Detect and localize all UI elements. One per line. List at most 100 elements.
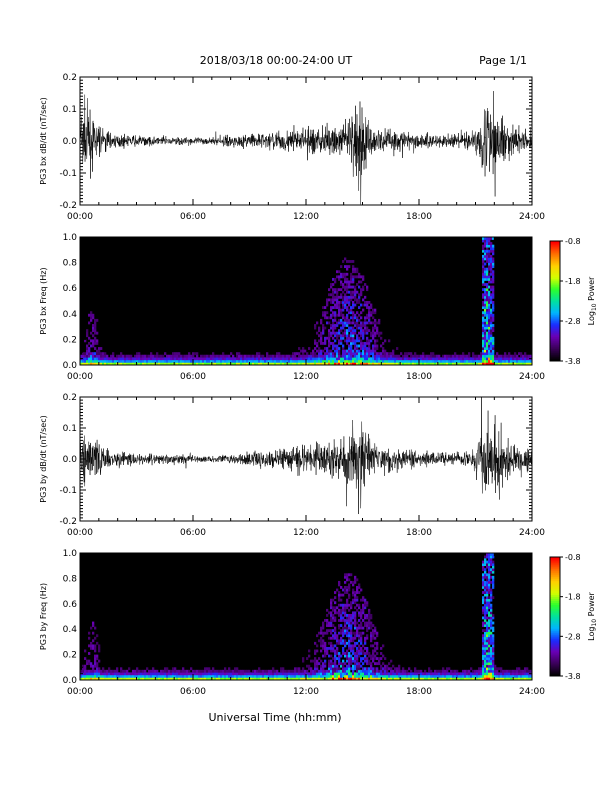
spectrogram-cell (142, 354, 145, 358)
spectrogram-cell (116, 672, 119, 676)
spectrogram-cell (108, 357, 111, 361)
spectrogram-cell (184, 357, 187, 361)
spectrogram-cell (514, 362, 517, 366)
spectrogram-cell (362, 357, 365, 361)
spectrogram-cell (496, 354, 499, 358)
spectrogram-cell (230, 357, 233, 361)
spectrogram-cell (286, 669, 289, 673)
spectrogram-cell (530, 354, 533, 358)
spectrogram-cell (370, 636, 373, 640)
spectrogram-cell (358, 362, 361, 366)
spectrogram-cell (144, 677, 147, 681)
spectrogram-cell (178, 669, 181, 673)
spectrogram-cell (520, 359, 523, 363)
spectrogram-cell (144, 357, 147, 361)
spectrogram-cell (364, 646, 367, 650)
spectrogram-cell (342, 344, 345, 348)
colorbar-swatch (550, 327, 560, 330)
spectrogram-cell (484, 667, 487, 671)
spectrogram-cell (342, 652, 345, 655)
spectrogram-cell (352, 326, 355, 330)
spectrogram-cell (454, 354, 457, 358)
spectrogram-cell (322, 313, 325, 317)
spectrogram-cell (368, 301, 371, 304)
colorbar-swatch (550, 265, 560, 268)
spectrogram-cell (80, 677, 83, 681)
spectrogram-cell (492, 560, 495, 564)
spectrogram-cell (356, 324, 359, 327)
spectrogram-cell (236, 357, 239, 361)
spectrogram-cell (290, 354, 293, 358)
spectrogram-cell (334, 677, 337, 681)
spectrogram-cell (346, 265, 349, 269)
spectrogram-cell (354, 659, 357, 663)
spectrogram-cell (96, 669, 99, 673)
spectrogram-cell (212, 354, 215, 358)
spectrogram-cell (488, 326, 491, 330)
spectrogram-cell (488, 634, 491, 638)
spectrogram-cell (328, 672, 331, 676)
spectrogram-cell (368, 654, 371, 658)
spectrogram-cell (348, 586, 351, 589)
spectrogram-cell (486, 639, 489, 643)
spectrogram-cell (492, 303, 495, 307)
spectrogram-cell (314, 649, 317, 653)
spectrogram-cell (378, 669, 381, 673)
x-tick-label: 06:00 (180, 372, 206, 382)
spectrogram-cell (320, 664, 323, 668)
spectrogram-cell (432, 674, 435, 678)
spectrogram-cell (264, 357, 267, 361)
spectrogram-cell (484, 341, 487, 345)
spectrogram-cell (486, 324, 489, 327)
spectrogram-cell (486, 359, 489, 363)
spectrogram-cell (98, 349, 101, 353)
spectrogram-cell (352, 285, 355, 289)
spectrogram-cell (314, 641, 317, 645)
spectrogram-cell (94, 646, 97, 650)
spectrogram-cell (348, 624, 351, 627)
spectrogram-cell (310, 352, 313, 356)
spectrogram-cell (272, 359, 275, 363)
spectrogram-cell (370, 662, 373, 666)
spectrogram-cell (352, 652, 355, 655)
spectrogram-cell (490, 593, 493, 597)
spectrogram-cell (362, 598, 365, 602)
spectrogram-cell (490, 285, 493, 289)
spectrogram-cell (348, 641, 351, 645)
spectrogram-cell (444, 359, 447, 363)
spectrogram-cell (80, 359, 83, 363)
spectrogram-cell (338, 318, 341, 322)
spectrogram-cell (510, 357, 513, 361)
spectrogram-cell (304, 362, 307, 366)
x-tick-label: 24:00 (519, 528, 545, 538)
spectrogram-cell (302, 359, 305, 363)
spectrogram-cell (484, 339, 487, 343)
waveform-trace (80, 91, 532, 205)
spectrogram-cell (348, 344, 351, 348)
spectrogram-cell (378, 672, 381, 676)
spectrogram-cell (522, 669, 525, 673)
spectrogram-cell (354, 349, 357, 353)
spectrogram-cell (334, 349, 337, 353)
spectrogram-cell (280, 354, 283, 358)
colorbar-swatch (550, 580, 560, 584)
spectrogram-cell (96, 641, 99, 645)
spectrogram-cell (234, 674, 237, 678)
spectrogram-cell (482, 329, 485, 333)
spectrogram-cell (300, 669, 303, 673)
spectrogram-cell (464, 354, 467, 358)
spectrogram-cell (490, 254, 493, 258)
spectrogram-cell (454, 672, 457, 676)
spectrogram-cell (246, 362, 249, 366)
spectrogram-cell (348, 578, 351, 582)
spectrogram-cell (320, 321, 323, 325)
spectrogram-cell (482, 257, 485, 261)
spectrogram-cell (322, 324, 325, 327)
spectrogram-cell (494, 667, 497, 671)
spectrogram-cell (226, 354, 229, 358)
spectrogram-cell (448, 354, 451, 358)
spectrogram-cell (358, 677, 361, 681)
spectrogram-cell (410, 677, 413, 681)
spectrogram-cell (396, 674, 399, 678)
spectrogram-cell (352, 672, 355, 676)
